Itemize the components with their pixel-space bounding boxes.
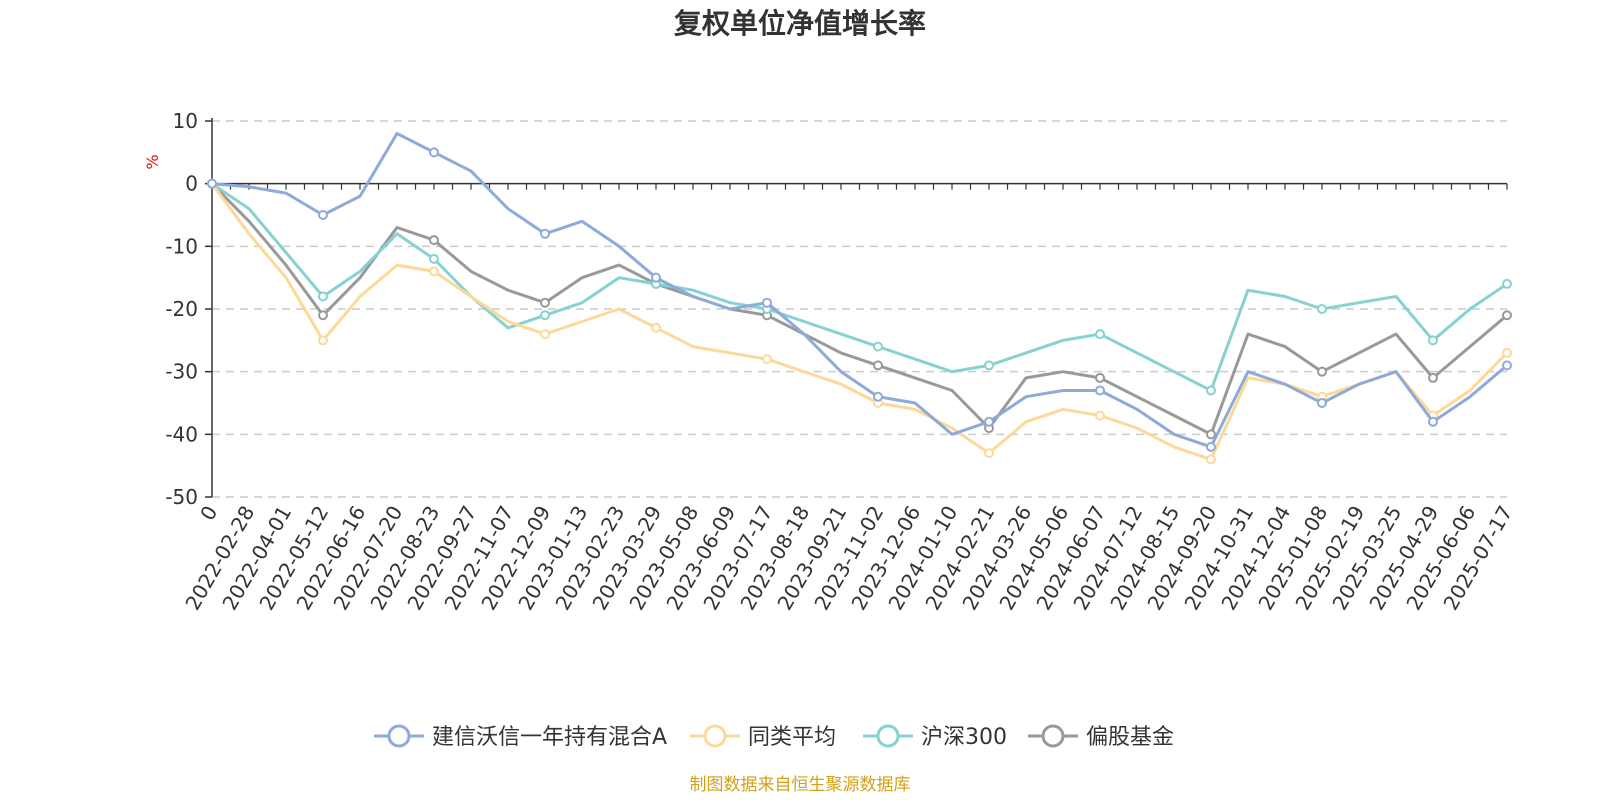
data-point xyxy=(540,329,550,340)
series-line xyxy=(210,182,1509,461)
data-point xyxy=(1095,329,1105,340)
y-tick-label: -40 xyxy=(165,422,198,446)
legend-label: 偏股基金 xyxy=(1086,725,1174,750)
data-point xyxy=(1095,372,1105,383)
data-point xyxy=(762,297,772,308)
data-point xyxy=(1502,278,1512,289)
y-tick-label: 0 xyxy=(185,172,198,196)
axes xyxy=(211,118,1507,497)
legend-marker-icon xyxy=(703,724,727,748)
data-point xyxy=(318,210,328,220)
data-point xyxy=(1502,310,1512,321)
data-point xyxy=(1206,454,1216,465)
series-line xyxy=(211,182,1508,392)
data-point xyxy=(1502,360,1512,371)
series-line xyxy=(210,182,1508,436)
legend-item[interactable]: 同类平均 xyxy=(690,724,836,750)
data-point xyxy=(1206,385,1216,396)
data-point xyxy=(1428,335,1438,346)
legend-marker-icon xyxy=(387,724,411,748)
data-point xyxy=(762,354,772,365)
data-point xyxy=(1428,372,1438,383)
data-point xyxy=(873,391,883,402)
data-point xyxy=(873,341,883,352)
series-3 xyxy=(207,178,1512,440)
series-0 xyxy=(207,132,1512,452)
data-point xyxy=(1317,398,1327,408)
x-tick-label: 0 xyxy=(195,502,222,525)
y-tick-label: -30 xyxy=(165,360,198,384)
legend: 建信沃信一年持有混合A 同类平均 沪深300 偏股基金 xyxy=(374,724,1174,750)
legend-marker-icon xyxy=(1041,724,1065,748)
y-tick-label: -10 xyxy=(165,234,198,258)
data-point xyxy=(540,310,550,321)
series-lines xyxy=(207,132,1512,465)
data-point xyxy=(651,322,661,333)
series-2 xyxy=(207,178,1512,396)
grid-lines xyxy=(212,120,1507,498)
legend-label: 建信沃信一年持有混合A xyxy=(432,725,667,750)
data-point xyxy=(1502,347,1512,358)
legend-item[interactable]: 沪深300 xyxy=(863,724,1007,750)
data-point xyxy=(873,360,883,371)
y-tick-label: -20 xyxy=(165,297,198,321)
source-note: 制图数据来自恒生聚源数据库 xyxy=(690,775,911,795)
data-point xyxy=(1317,366,1327,377)
series-line xyxy=(211,132,1508,449)
chart-title: 复权单位净值增长率 xyxy=(674,7,926,40)
data-point xyxy=(318,291,328,302)
data-point xyxy=(318,310,328,321)
legend-marker-icon xyxy=(876,724,900,748)
legend-item[interactable]: 偏股基金 xyxy=(1028,724,1174,750)
data-point xyxy=(984,416,994,427)
data-point xyxy=(651,272,661,283)
data-point xyxy=(429,235,439,246)
data-point xyxy=(429,266,439,277)
data-point xyxy=(318,335,328,346)
data-point xyxy=(1317,304,1327,314)
data-point xyxy=(1206,429,1216,440)
y-tick-label: 10 xyxy=(173,109,198,133)
data-point xyxy=(429,147,439,158)
data-point xyxy=(984,360,994,371)
data-point xyxy=(207,178,217,189)
data-point xyxy=(540,297,550,308)
data-point xyxy=(1206,441,1216,452)
data-point xyxy=(1428,416,1438,427)
data-point xyxy=(429,253,439,264)
data-point xyxy=(1095,410,1105,421)
legend-label: 同类平均 xyxy=(748,725,836,750)
data-point xyxy=(540,228,550,239)
y-tick-label: -50 xyxy=(165,485,198,509)
series-1 xyxy=(207,178,1512,465)
y-axis-ticks: 10 0 -10 -20 -30 -40 -50 xyxy=(165,109,212,509)
legend-label: 沪深300 xyxy=(921,725,1007,750)
legend-item[interactable]: 建信沃信一年持有混合A xyxy=(374,724,667,750)
data-point xyxy=(1095,385,1105,396)
data-point xyxy=(984,448,994,459)
y-axis-unit-label: % xyxy=(143,154,162,169)
